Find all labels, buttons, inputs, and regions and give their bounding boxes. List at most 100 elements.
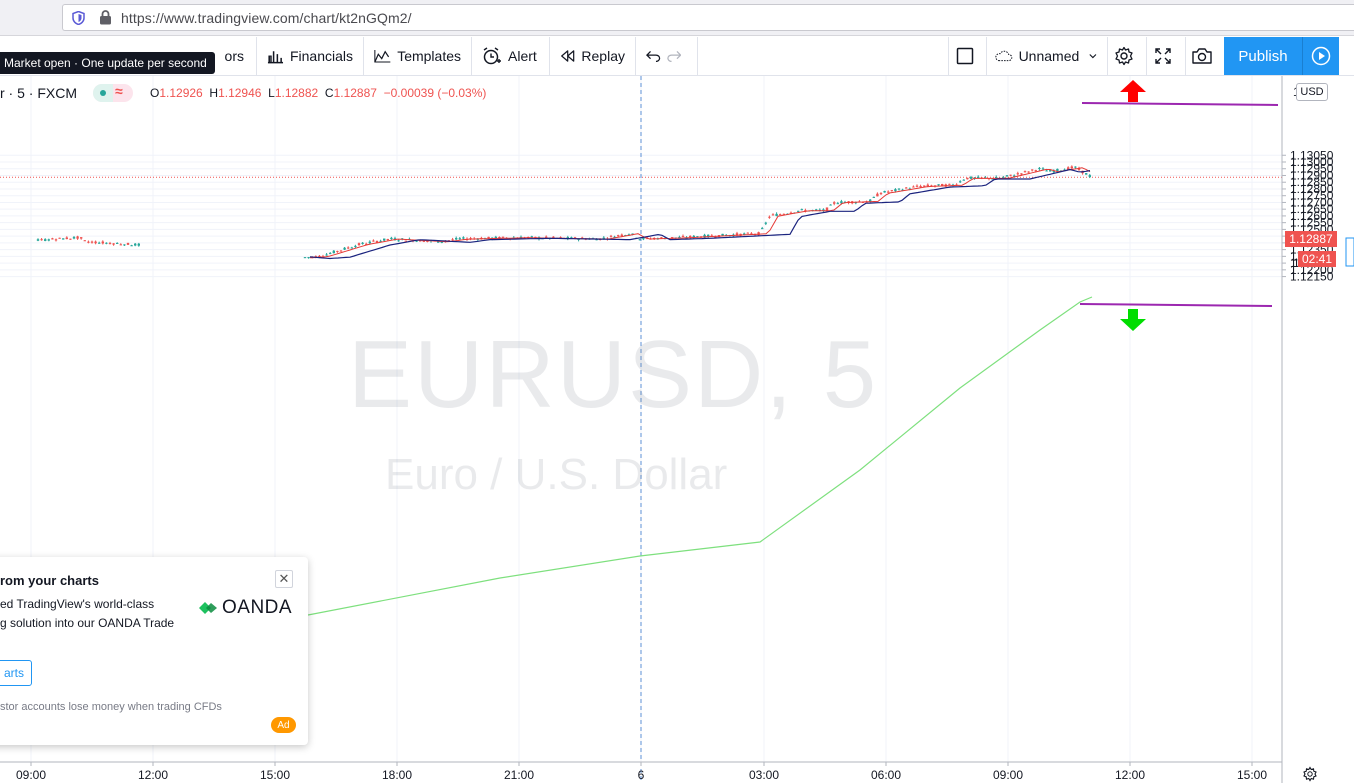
popup-cta-button[interactable]: arts	[0, 660, 32, 686]
candle-body	[991, 178, 994, 180]
price-tick-label: 1.12900	[1290, 168, 1334, 182]
candle-body	[617, 235, 620, 237]
candle-body	[357, 243, 361, 246]
symbol-label[interactable]: r · 5 · FXCM	[0, 85, 77, 101]
candle-body	[372, 240, 375, 242]
candle-body	[105, 242, 108, 244]
candle-body	[44, 239, 47, 241]
price-tick-label: 1.13050	[1290, 148, 1334, 162]
templates-button[interactable]: Templates	[364, 37, 472, 75]
chevron-down-icon	[1089, 54, 1097, 59]
settings-button[interactable]	[1108, 37, 1147, 75]
redo-icon[interactable]	[666, 50, 682, 62]
undo-icon[interactable]	[646, 50, 661, 62]
candle-body	[98, 242, 101, 244]
candle-body	[919, 186, 922, 188]
financials-label: Financials	[289, 48, 353, 64]
candle-body	[969, 176, 973, 179]
moving-average-medium	[309, 168, 1091, 260]
candle-body	[458, 238, 461, 240]
publish-button[interactable]: Publish	[1224, 37, 1302, 75]
market-status-badge[interactable]: ≈	[93, 83, 133, 102]
indicators-button[interactable]: ors	[150, 37, 257, 75]
time-tick-label: 21:00	[504, 768, 534, 782]
candle-body	[415, 240, 418, 242]
candle-body	[627, 234, 631, 236]
top-toolbar: ors Financials Templates Alert Replay Un…	[0, 37, 1354, 76]
time-tick-label: 09:00	[993, 768, 1023, 782]
price-tick-label: 1.12650	[1290, 202, 1334, 216]
candle-body	[101, 241, 104, 244]
currency-button[interactable]: USD	[1296, 83, 1328, 101]
alert-label: Alert	[508, 48, 537, 64]
candle-body	[818, 209, 821, 211]
layout-dropdown[interactable]: Unnamed	[987, 37, 1108, 75]
candle-body	[937, 184, 940, 186]
time-tick-label: 09:00	[16, 768, 46, 782]
resistance-line	[1081, 102, 1279, 106]
price-tick-label: 1.12550	[1290, 216, 1334, 230]
candle-body	[833, 202, 836, 204]
candle-body	[1045, 170, 1048, 172]
candle-body	[1077, 168, 1081, 170]
candle-body	[545, 236, 548, 238]
candle-body	[368, 241, 371, 244]
candle-body	[660, 237, 663, 239]
candle-body	[1034, 170, 1037, 172]
lock-icon[interactable]	[99, 10, 112, 25]
close-icon[interactable]: ✕	[275, 570, 293, 588]
candle-body	[336, 250, 339, 252]
candle-body	[58, 237, 61, 239]
candle-body	[130, 245, 133, 247]
drawing-mode-button[interactable]	[948, 37, 987, 75]
replay-button[interactable]: Replay	[550, 37, 636, 75]
time-tick-label: 6	[638, 768, 645, 782]
time-tick-label: 18:00	[382, 768, 412, 782]
time-tick-label: 03:00	[749, 768, 779, 782]
candle-body	[1023, 171, 1027, 173]
popup-line-1: ed TradingView's world-class	[0, 597, 155, 611]
candle-body	[1067, 167, 1070, 170]
fullscreen-button[interactable]	[1147, 37, 1186, 75]
candle-body	[501, 236, 505, 238]
candle-body	[375, 241, 379, 243]
candle-body	[1049, 170, 1052, 172]
url-field[interactable]: https://www.tradingview.com/chart/kt2nGQ…	[62, 4, 1354, 31]
current-price-label: 1.12887	[1285, 231, 1337, 247]
candle-body	[390, 237, 393, 240]
candle-body	[112, 243, 115, 245]
candle-body	[768, 216, 771, 218]
play-button[interactable]	[1302, 37, 1339, 75]
candle-body	[404, 240, 407, 242]
snapshot-button[interactable]	[1186, 37, 1224, 75]
candle-body	[119, 244, 122, 246]
candle-body	[570, 237, 573, 239]
candle-body	[977, 176, 980, 179]
candle-body	[83, 240, 86, 242]
price-tick-label: 1.12600	[1290, 209, 1334, 223]
shield-icon[interactable]	[72, 11, 85, 25]
candle-body	[905, 187, 908, 189]
ad-badge: Ad	[271, 717, 296, 733]
candle-body	[440, 241, 443, 243]
candle-body	[750, 233, 753, 235]
candle-body	[1070, 166, 1073, 169]
candle-body	[836, 203, 839, 205]
open-value: 1.12926	[159, 86, 203, 100]
axis-settings-gear-icon[interactable]	[1303, 766, 1317, 782]
candle-body	[1009, 174, 1012, 176]
alert-button[interactable]: Alert	[472, 37, 550, 75]
candle-body	[894, 189, 897, 192]
candle-body	[365, 243, 368, 245]
financials-button[interactable]: Financials	[257, 37, 364, 75]
candle-body	[761, 228, 764, 230]
oanda-logo[interactable]: OANDA	[198, 597, 292, 619]
candle-body	[462, 237, 465, 239]
candle-body	[912, 186, 915, 188]
candle-body	[383, 238, 386, 241]
risk-disclaimer: stor accounts lose money when trading CF…	[0, 701, 222, 713]
candle-body	[620, 234, 623, 236]
candle-body	[47, 239, 50, 241]
moving-average-slow	[307, 296, 1093, 616]
price-tick-label: 1.12850	[1290, 175, 1334, 189]
